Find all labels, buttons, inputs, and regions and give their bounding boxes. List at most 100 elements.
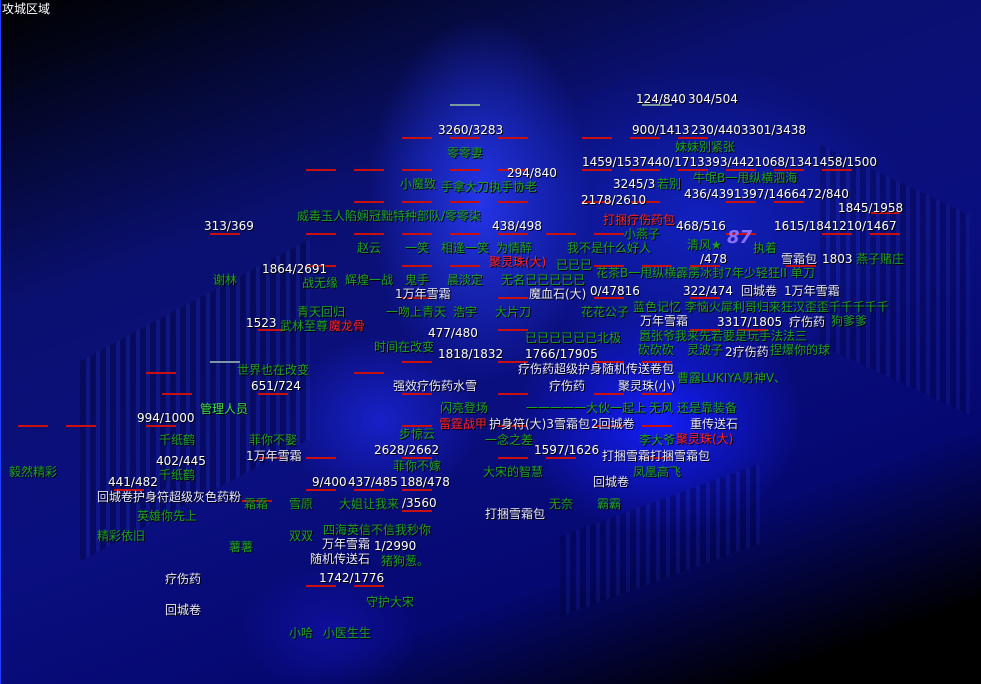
player-name[interactable]: 威毒玉人陷娴冠黜特种部队/零零柒 xyxy=(297,209,482,223)
player-name[interactable]: 雪原 xyxy=(289,497,314,511)
player-name[interactable]: 牛氓B一甩纵横泗海 xyxy=(693,171,798,185)
player-name[interactable]: 闪亮登场 xyxy=(440,401,489,415)
item-drop[interactable]: 疗伤药 xyxy=(549,379,586,393)
player-name[interactable]: 谢林 xyxy=(213,273,238,287)
player-name[interactable]: 执着 xyxy=(753,241,778,255)
player-name[interactable]: 时间在改变 xyxy=(374,340,435,354)
player-name[interactable]: 手拿大刀执手协老 xyxy=(441,180,538,194)
player-name[interactable]: 小医生生 xyxy=(323,626,372,640)
player-name[interactable]: 四海英信不信我秒你 xyxy=(323,523,432,537)
player-name[interactable]: 无名已已已已已 xyxy=(501,273,586,287)
player-name[interactable]: 燕子赌庄 xyxy=(856,252,905,266)
player-name[interactable]: 霸霸 xyxy=(597,497,622,511)
item-drop[interactable]: 2回城卷 xyxy=(591,417,635,431)
player-name[interactable]: 守护大宋 xyxy=(366,595,415,609)
item-drop[interactable]: 万年雪霜 xyxy=(322,537,371,551)
item-drop[interactable]: 1万年雪霜 xyxy=(395,287,451,301)
player-name[interactable]: 浩宇 xyxy=(453,305,478,319)
player-name[interactable]: 武林至尊 xyxy=(280,319,329,333)
rare-item-drop[interactable]: 魔龙骨 xyxy=(329,319,366,333)
player-name[interactable]: 李大爷 xyxy=(639,433,676,447)
player-name[interactable]: 若别 xyxy=(657,177,682,191)
item-drop[interactable]: 回城卷 xyxy=(593,475,630,489)
player-name[interactable]: 小魔致 xyxy=(400,177,437,191)
rare-item-drop[interactable]: 打捆疗伤药包 xyxy=(603,213,676,227)
hp-bar xyxy=(774,169,804,171)
player-name[interactable]: 一一一一一大伙一起上 xyxy=(526,401,647,415)
player-name[interactable]: 砍砍砍 xyxy=(638,343,675,357)
player-name[interactable]: 嚣张爷我来先若要是玩手法法三 xyxy=(639,329,808,343)
player-name[interactable]: 为情醉 xyxy=(496,241,533,255)
item-drop[interactable]: 护身符(大)3雪霜包 xyxy=(489,417,590,431)
player-name[interactable]: 毅然精彩 xyxy=(9,465,58,479)
player-name[interactable]: 大片刀 xyxy=(495,305,532,319)
player-name[interactable]: 战无缘 xyxy=(302,276,339,290)
player-name[interactable]: 相逢一笑 xyxy=(441,241,490,255)
player-name[interactable]: 鬼手 xyxy=(405,273,430,287)
item-drop[interactable]: 强效疗伤药水雪 xyxy=(393,379,478,393)
item-drop[interactable]: 重传送石 xyxy=(690,417,739,431)
item-drop[interactable]: 1万年雪霜 xyxy=(246,449,302,463)
player-name[interactable]: 辉煌一战 xyxy=(345,273,394,287)
admin-name[interactable]: 管理人员 xyxy=(200,402,249,416)
player-name[interactable]: 曹露LUKIYA男神V、 xyxy=(677,371,787,385)
item-drop[interactable]: 回城卷护身符超级灰色药粉 xyxy=(97,490,242,504)
player-name[interactable]: 晨淡定 xyxy=(447,273,484,287)
player-name[interactable]: 步惊云 xyxy=(399,427,436,441)
player-name[interactable]: 大宋的智慧 xyxy=(483,465,544,479)
player-name[interactable]: 菲你不娶 xyxy=(249,433,298,447)
player-name[interactable]: 凤凰高飞 xyxy=(633,465,682,479)
player-name[interactable]: 千纸鹤 xyxy=(159,433,196,447)
item-drop[interactable]: 疗伤药 xyxy=(789,315,826,329)
item-drop[interactable]: 万年雪霜 xyxy=(640,314,689,328)
rare-item-drop[interactable]: 雷霆战甲 xyxy=(439,417,488,431)
item-drop[interactable]: 回城卷 xyxy=(741,284,778,298)
player-name[interactable]: 我不是什么好人 xyxy=(567,241,652,255)
player-name[interactable]: 已已已 xyxy=(556,258,593,272)
player-name[interactable]: 狗爹爹 xyxy=(831,314,868,328)
player-name[interactable]: 灵波子 xyxy=(687,343,724,357)
item-drop[interactable]: 聚灵珠(小) xyxy=(618,379,676,393)
hp-readout: 436/4391397/1466472/840 xyxy=(684,187,849,201)
player-name[interactable]: 无风 还是靠装备 xyxy=(649,401,737,415)
player-name[interactable]: 捏爆你的球 xyxy=(770,343,831,357)
player-name[interactable]: 蓝色记忆 李恼火犀利哥归来狂汉歪歪千千千千千 xyxy=(633,300,889,314)
player-name[interactable]: 薯薯 xyxy=(229,540,254,554)
player-name[interactable]: 精彩依旧 xyxy=(97,529,146,543)
player-name[interactable]: 千纸鹤 xyxy=(159,468,196,482)
item-drop[interactable]: 雪霜包 xyxy=(781,252,818,266)
player-name[interactable]: 猪狗葱。 xyxy=(381,554,430,568)
player-name[interactable]: 花茶B一甩纵横霹雳冰封7年少轻狂II 单刀 xyxy=(596,266,815,280)
player-name[interactable]: 青天回归 xyxy=(297,305,346,319)
item-drop[interactable]: 1万年雪霜 xyxy=(784,284,840,298)
player-name[interactable]: 大姐让我来 xyxy=(339,497,400,511)
player-name[interactable]: 妹妹别紧张 xyxy=(675,140,736,154)
player-name[interactable]: 双双 xyxy=(289,529,314,543)
item-drop[interactable]: 2疗伤药 xyxy=(725,345,769,359)
player-name[interactable]: 清风★ xyxy=(687,238,722,252)
player-name[interactable]: 一念之差 xyxy=(485,433,534,447)
rare-item-drop[interactable]: 聚灵珠(大) xyxy=(489,255,547,269)
item-drop[interactable]: 打捆雪霜打捆雪霜包 xyxy=(602,449,711,463)
item-drop[interactable]: 随机传送石 xyxy=(310,552,371,566)
player-name[interactable]: 一笑 xyxy=(405,241,430,255)
player-name[interactable]: 小哈 xyxy=(289,626,314,640)
player-name[interactable]: 花花公子 xyxy=(581,305,630,319)
rare-item-drop[interactable]: 聚灵珠(大) xyxy=(676,432,734,446)
player-name[interactable]: 小燕子 xyxy=(624,227,661,241)
item-drop[interactable]: 疗伤药超级护身随机传送卷包 xyxy=(518,362,675,376)
player-name[interactable]: 菲你不嫁 xyxy=(393,459,442,473)
player-name[interactable]: 英雄你先上 xyxy=(137,509,198,523)
item-drop[interactable]: 回城卷 xyxy=(165,603,202,617)
player-name[interactable]: 零零妻 xyxy=(447,146,484,160)
player-name[interactable]: 无奈 xyxy=(549,497,574,511)
item-drop[interactable]: 打捆雪霜包 xyxy=(485,507,546,521)
player-name[interactable]: 已已已已已已北极 xyxy=(525,331,622,345)
player-name[interactable]: 霜霜 xyxy=(244,497,269,511)
player-name[interactable]: 赵云 xyxy=(357,241,382,255)
player-name[interactable]: 世界也在改变 xyxy=(237,363,310,377)
player-name[interactable]: 一吻上青天 xyxy=(386,305,447,319)
item-drop[interactable]: 魔血石(大) xyxy=(529,287,587,301)
item-drop[interactable]: 疗伤药 xyxy=(165,572,202,586)
